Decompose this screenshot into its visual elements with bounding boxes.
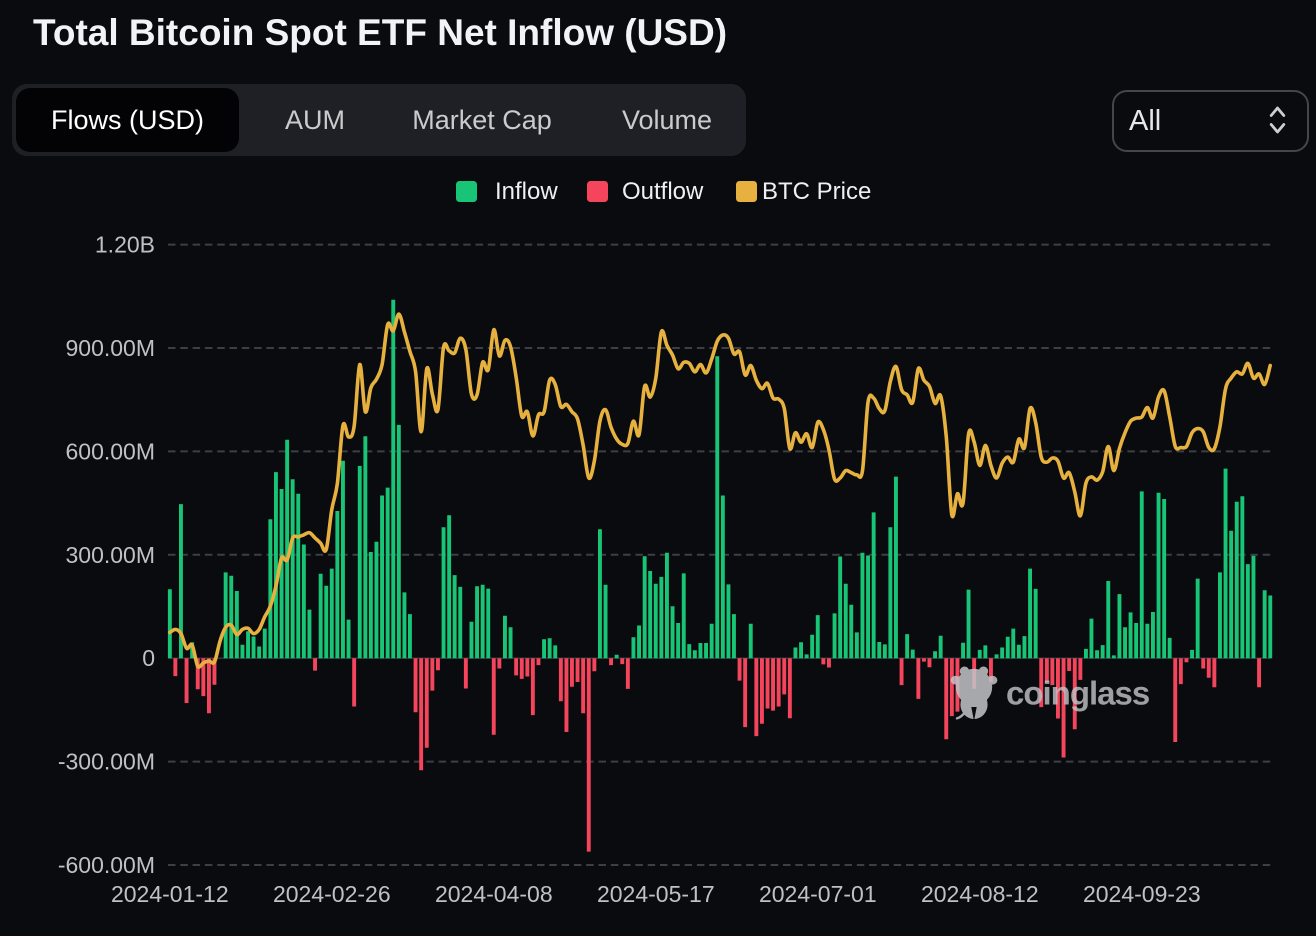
svg-text:2024-05-17: 2024-05-17 <box>597 881 715 907</box>
svg-text:coinglass: coinglass <box>1006 675 1149 712</box>
svg-text:-600.00M: -600.00M <box>58 852 155 878</box>
svg-text:2024-07-01: 2024-07-01 <box>759 881 877 907</box>
svg-text:300.00M: 300.00M <box>65 542 155 568</box>
svg-text:900.00M: 900.00M <box>65 335 155 361</box>
svg-text:-300.00M: -300.00M <box>58 749 155 775</box>
svg-text:1.20B: 1.20B <box>95 232 155 258</box>
svg-text:2024-09-23: 2024-09-23 <box>1083 881 1201 907</box>
svg-text:2024-01-12: 2024-01-12 <box>111 881 229 907</box>
svg-text:600.00M: 600.00M <box>65 438 155 464</box>
svg-text:2024-02-26: 2024-02-26 <box>273 881 391 907</box>
svg-text:2024-04-08: 2024-04-08 <box>435 881 553 907</box>
svg-text:0: 0 <box>142 645 155 671</box>
svg-text:2024-08-12: 2024-08-12 <box>921 881 1039 907</box>
